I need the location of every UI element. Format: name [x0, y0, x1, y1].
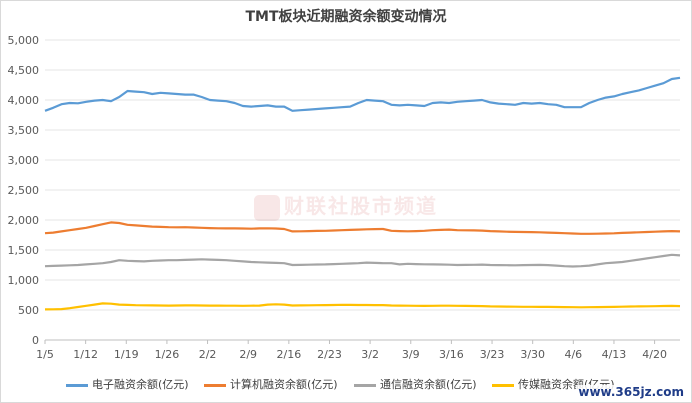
x-tick-label: 4/20: [642, 348, 667, 361]
x-tick-label: 4/6: [564, 348, 582, 361]
y-tick-label: 2,500: [8, 184, 40, 197]
x-tick-label: 2/2: [199, 348, 217, 361]
x-tick-label: 1/5: [36, 348, 54, 361]
y-tick-label: 0: [32, 334, 39, 347]
series-line-1: [44, 221, 681, 235]
x-axis: 1/5 1/12 1/19 1/26 2/2 2/9 2/16 2/23 3/2 3/9 3/16 3…: [36, 340, 667, 361]
series-line-2: [44, 253, 681, 268]
y-tick-label: 1,000: [8, 274, 40, 287]
site-watermark: www.365jz.com: [576, 385, 686, 399]
x-tick-label: 2/23: [317, 348, 342, 361]
legend: 电子融资余额(亿元) 计算机融资余额(亿元) 通信融资余额(亿元) 传媒融资余额…: [0, 374, 692, 394]
x-tick-label: 2/16: [276, 348, 301, 361]
y-tick-label: 3,500: [8, 124, 40, 137]
legend-item-computer: 计算机融资余额(亿元): [204, 376, 338, 392]
gridlines: [45, 39, 680, 341]
legend-item-telecom: 通信融资余额(亿元): [354, 376, 477, 392]
legend-item-electronics: 电子融资余额(亿元): [66, 376, 189, 392]
chart-title: TMT板块近期融资余额变动情况: [245, 9, 447, 25]
watermark-logo-icon: [254, 194, 280, 221]
watermark-text: 财联社股市频道: [284, 194, 438, 218]
x-tick-label: 3/30: [520, 348, 545, 361]
y-tick-label: 500: [18, 304, 39, 317]
x-tick-label: 2/9: [239, 348, 257, 361]
x-tick-label: 3/16: [439, 348, 464, 361]
series-line-0: [44, 76, 681, 112]
x-tick-label: 1/19: [114, 348, 139, 361]
y-tick-label: 3,000: [8, 154, 40, 167]
y-tick-label: 4,500: [8, 64, 40, 77]
series-lines: [44, 76, 681, 311]
y-tick-label: 5,000: [8, 34, 40, 47]
watermark: 财联社股市频道: [254, 190, 438, 221]
x-tick-label: 1/12: [73, 348, 98, 361]
y-tick-label: 2,000: [8, 214, 40, 227]
legend-swatch: [354, 383, 376, 387]
legend-swatch: [66, 383, 88, 387]
y-tick-label: 1,500: [8, 244, 40, 257]
x-tick-label: 3/2: [361, 348, 379, 361]
legend-swatch: [204, 383, 226, 387]
x-tick-label: 4/13: [602, 348, 627, 361]
x-tick-label: 3/9: [402, 348, 420, 361]
y-axis: 0 500 1,000 1,500 2,000 2,500 3,000 3,500 4,000 4…: [8, 34, 40, 347]
legend-swatch: [492, 383, 514, 387]
y-tick-label: 4,000: [8, 94, 40, 107]
x-tick-label: 3/23: [480, 348, 505, 361]
series-line-3: [44, 302, 681, 311]
x-tick-label: 1/26: [155, 348, 180, 361]
